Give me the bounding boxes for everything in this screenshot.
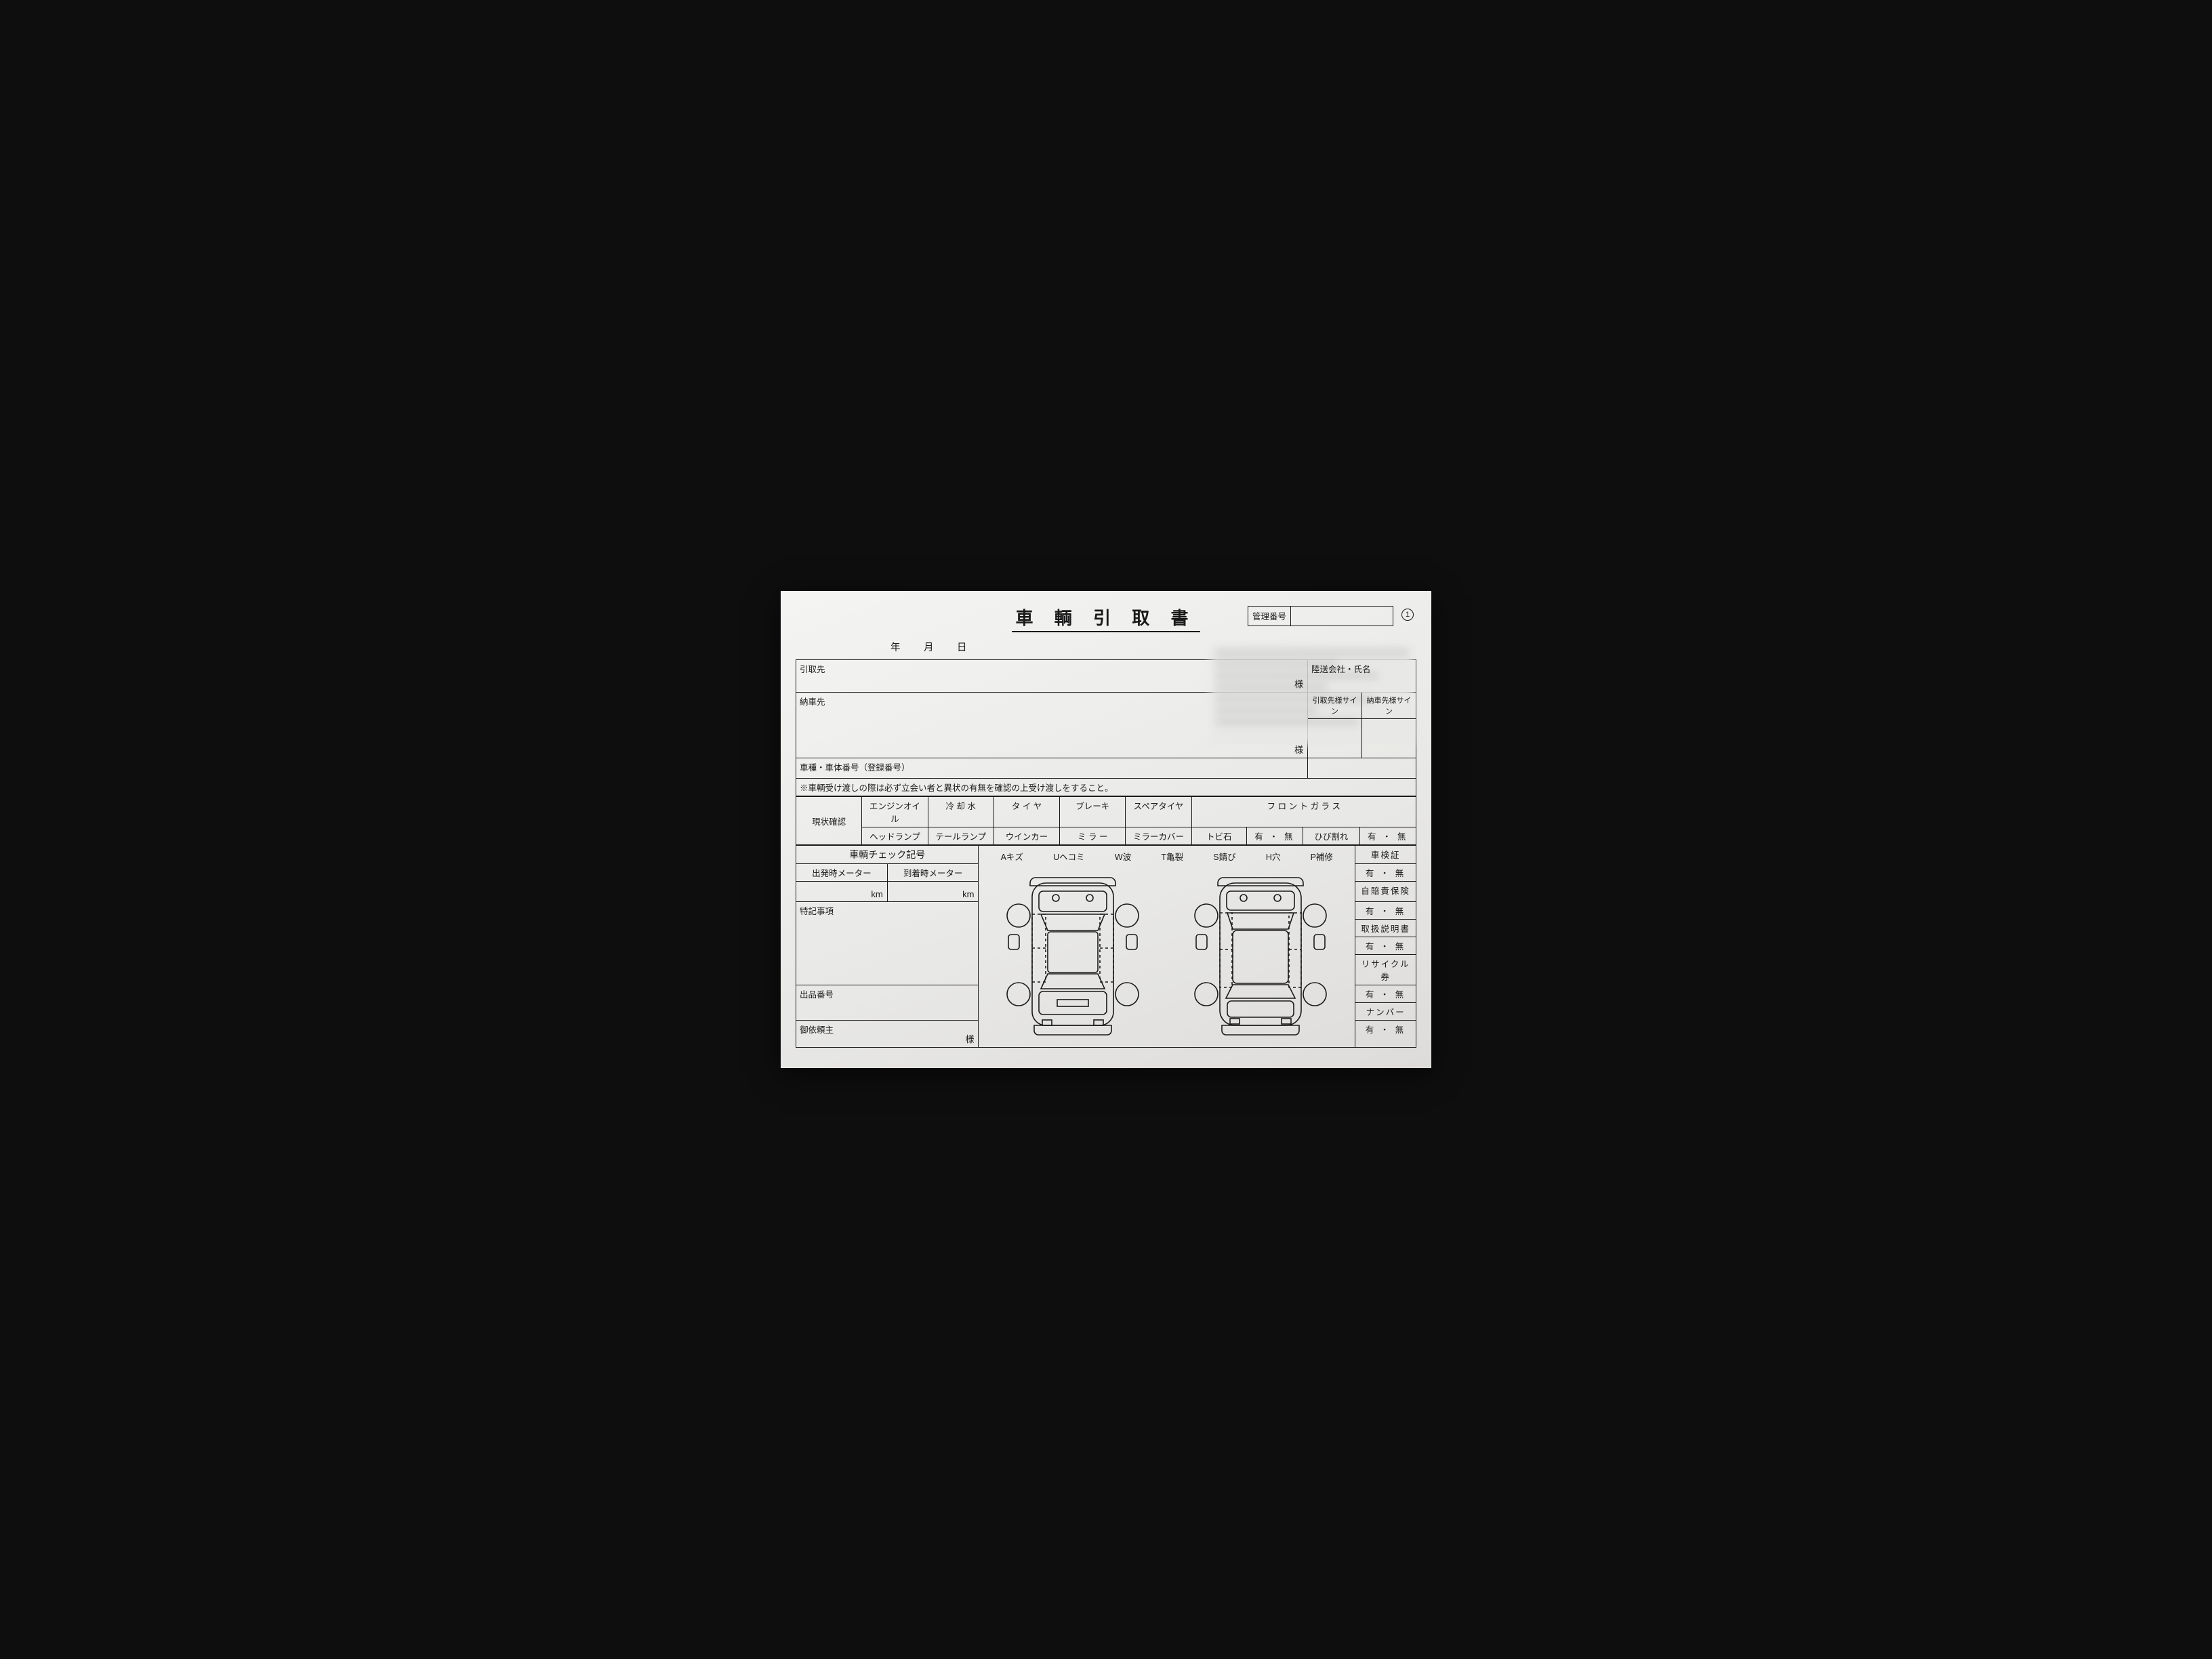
check-symbol-title: 車輌チェック記号 — [796, 846, 979, 864]
transport-co-cell[interactable]: 陸送会社・氏名 — [1308, 659, 1416, 692]
sama-suffix-3: 様 — [965, 1032, 974, 1045]
status-brake: ブレーキ — [1060, 797, 1126, 827]
legend-t: T亀裂 — [1161, 850, 1183, 863]
client-label: 御依頼主 — [800, 1025, 834, 1035]
sama-suffix-2: 様 — [1294, 743, 1303, 756]
upper-left-table: 引取先 様 陸送会社・氏名 納車先 様 引取先様サイン 納車先様サイン — [796, 659, 1416, 797]
sign-cell-ext — [1308, 758, 1416, 779]
doc-shaken: 車検証 — [1355, 846, 1416, 864]
doc-number: ナンバー — [1355, 1003, 1416, 1021]
doc-manual-yn[interactable]: 有 ・ 無 — [1355, 937, 1416, 955]
km-unit-1: km — [871, 889, 882, 899]
management-number-label: 管理番号 — [1248, 607, 1291, 626]
client-cell[interactable]: 御依頼主 様 — [796, 1021, 979, 1048]
special-notes-label: 特記事項 — [800, 907, 834, 916]
form-title: 車 輌 引 取 書 — [1012, 605, 1201, 632]
meter-depart-label: 出発時メーター — [796, 864, 888, 882]
sama-suffix: 様 — [1294, 677, 1303, 690]
pickup-dest-label: 引取先 — [800, 665, 825, 674]
status-label: 現状確認 — [796, 797, 862, 845]
glass-stone-yn[interactable]: 有 ・ 無 — [1246, 827, 1303, 845]
doc-recycle: リサイクル券 — [1355, 955, 1416, 985]
doc-jibaiseki-yn[interactable]: 有 ・ 無 — [1355, 902, 1416, 920]
status-taillamp: テールランプ — [928, 827, 994, 845]
legend-w: W波 — [1115, 850, 1131, 863]
lot-no-cell[interactable]: 出品番号 — [796, 985, 979, 1021]
sign-delivery-field[interactable] — [1362, 718, 1416, 758]
sign-pickup-field[interactable] — [1308, 718, 1362, 758]
car-diagram-area: Aキズ Uヘコミ W波 T亀裂 S錆び H穴 P補修 — [979, 846, 1355, 1048]
status-headlamp: ヘッドランプ — [862, 827, 928, 845]
special-notes-cell[interactable]: 特記事項 — [796, 902, 979, 985]
status-blinker: ウインカー — [994, 827, 1059, 845]
sign-delivery-label: 納車先様サイン — [1362, 693, 1416, 719]
lower-table: 車輌チェック記号 Aキズ Uヘコミ W波 T亀裂 S錆び H穴 P補修 — [796, 845, 1416, 1048]
sign-pickup-label: 引取先様サイン — [1308, 693, 1362, 719]
damage-legend: Aキズ Uヘコミ W波 T亀裂 S錆び H穴 P補修 — [979, 846, 1355, 863]
delivery-dest-cell[interactable]: 納車先 様 — [796, 692, 1308, 758]
doc-jibaiseki: 自賠責保険 — [1355, 882, 1416, 902]
legend-a: Aキズ — [1001, 850, 1023, 863]
management-number-box: 管理番号 — [1248, 606, 1393, 626]
vehicle-id-label: 車種・車体番号（登録番号） — [800, 763, 910, 773]
legend-h: H穴 — [1266, 850, 1281, 863]
glass-stone: トビ石 — [1191, 827, 1246, 845]
handover-note: ※車輌受け渡しの際は必ず立会い者と異状の有無を確認の上受け渡しをすること。 — [796, 779, 1416, 796]
legend-u: Uヘコミ — [1053, 850, 1085, 863]
doc-shaken-yn[interactable]: 有 ・ 無 — [1355, 864, 1416, 882]
status-table: 現状確認 エンジンオイル 冷 却 水 タ イ ヤ ブレーキ スペアタイヤ フ ロ… — [796, 796, 1416, 845]
status-mirror-cover: ミラーカバー — [1126, 827, 1191, 845]
status-spare-tire: スペアタイヤ — [1126, 797, 1191, 827]
signature-cells: 引取先様サイン 納車先様サイン — [1308, 692, 1416, 758]
km-unit-2: km — [962, 889, 974, 899]
doc-manual: 取扱説明書 — [1355, 920, 1416, 937]
car-diagram-2-icon — [1183, 867, 1338, 1036]
status-coolant: 冷 却 水 — [928, 797, 994, 827]
car-diagram-1-icon — [995, 867, 1151, 1036]
meter-arrive-label: 到着時メーター — [887, 864, 979, 882]
front-glass-label: フ ロ ン ト ガ ラ ス — [1191, 797, 1416, 827]
status-tire: タ イ ヤ — [994, 797, 1059, 827]
meter-arrive-field[interactable]: km — [887, 882, 979, 902]
management-number-field[interactable] — [1291, 607, 1393, 626]
page-circle: 1 — [1401, 609, 1414, 621]
glass-crack: ひび割れ — [1303, 827, 1359, 845]
meter-depart-field[interactable]: km — [796, 882, 888, 902]
vehicle-id-cell[interactable]: 車種・車体番号（登録番号） — [796, 758, 1308, 779]
status-mirror: ミ ラ ー — [1060, 827, 1126, 845]
transport-co-label: 陸送会社・氏名 — [1311, 665, 1371, 674]
pickup-dest-cell[interactable]: 引取先 様 — [796, 659, 1308, 692]
form-paper: 車 輌 引 取 書 管理番号 1 年 月 日 引取先 様 陸送会社・氏名 — [781, 591, 1431, 1069]
legend-s: S錆び — [1213, 850, 1235, 863]
doc-recycle-yn[interactable]: 有 ・ 無 — [1355, 985, 1416, 1003]
doc-number-yn[interactable]: 有 ・ 無 — [1355, 1021, 1416, 1048]
delivery-dest-label: 納車先 — [800, 697, 825, 707]
glass-crack-yn[interactable]: 有 ・ 無 — [1359, 827, 1416, 845]
lot-no-label: 出品番号 — [800, 990, 834, 1000]
status-engine-oil: エンジンオイル — [862, 797, 928, 827]
legend-p: P補修 — [1311, 850, 1333, 863]
